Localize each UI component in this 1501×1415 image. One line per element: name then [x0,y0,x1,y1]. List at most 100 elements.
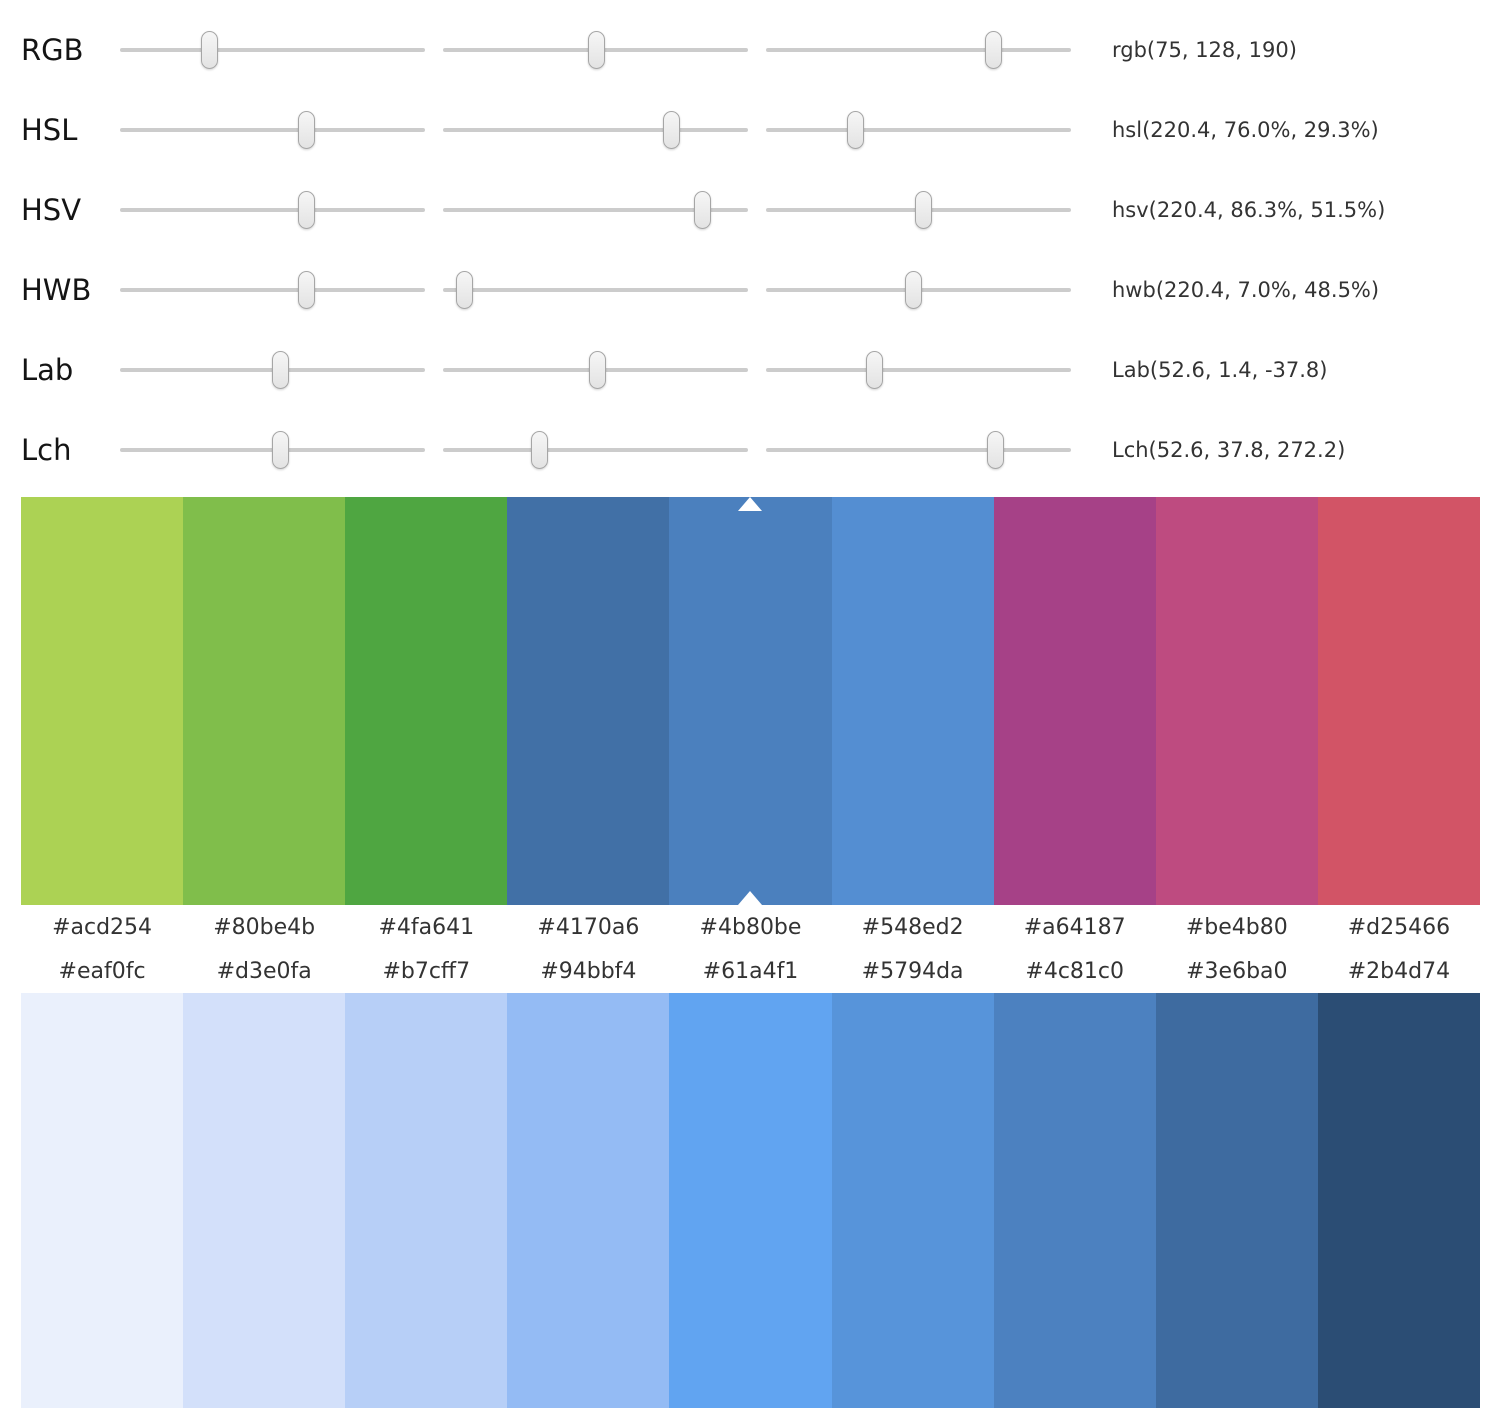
colorspace-value: hsv(220.4, 86.3%, 51.5%) [1112,198,1386,222]
slider-track[interactable] [766,28,1071,72]
slider-track[interactable] [766,188,1071,232]
colorspace-value: hsl(220.4, 76.0%, 29.3%) [1112,118,1379,142]
slider-thumb-icon[interactable] [271,351,289,389]
palette-swatch[interactable] [21,497,184,905]
hex-label: #4c81c0 [1025,958,1125,984]
hex-label: #4170a6 [537,914,640,940]
palette-swatch[interactable] [1155,993,1318,1408]
palette-swatch[interactable] [1317,497,1480,905]
slider-track[interactable] [120,28,425,72]
slider-thumb-icon[interactable] [455,271,473,309]
slider-row-rgb: RGB rgb(75, 128, 190) [0,10,1501,90]
slider-thumb-icon[interactable] [530,431,548,469]
hex-label: #acd254 [52,914,153,940]
slider-track-line [766,448,1071,452]
slider-thumb-icon[interactable] [846,111,864,149]
slider-track[interactable] [443,428,748,472]
slider-thumb-icon[interactable] [298,111,316,149]
slider-thumb-icon[interactable] [588,351,606,389]
hex-label: #b7cff7 [382,958,471,984]
palette-swatch[interactable] [507,497,670,905]
lightness-palette [21,993,1480,1408]
slider-panel: RGB rgb(75, 128, 190) HSL hsl(220.4, 76.0%,… [0,0,1501,490]
slider-row-lab: Lab Lab(52.6, 1.4, -37.8) [0,330,1501,410]
hex-label: #80be4b [213,914,316,940]
colorspace-label: Lab [21,353,74,387]
hex-label: #94bbf4 [540,958,637,984]
palette-swatch[interactable] [831,497,994,905]
palette-swatch[interactable] [993,497,1156,905]
slider-track[interactable] [120,108,425,152]
colorspace-value: Lch(52.6, 37.8, 272.2) [1112,438,1346,462]
hex-label: #a64187 [1023,914,1126,940]
slider-track-line [120,288,425,292]
slider-track[interactable] [120,188,425,232]
palette-swatch[interactable] [1317,993,1480,1408]
slider-track[interactable] [443,268,748,312]
colorspace-label: Lch [21,433,72,467]
hex-label: #61a4f1 [702,958,799,984]
slider-thumb-icon[interactable] [905,271,923,309]
slider-track[interactable] [766,268,1071,312]
slider-thumb-icon[interactable] [986,431,1004,469]
colorspace-label: HSL [21,113,78,147]
slider-thumb-icon[interactable] [298,191,316,229]
hex-label: #2b4d74 [1347,958,1451,984]
palette-swatch[interactable] [1155,497,1318,905]
slider-track-line [120,208,425,212]
slider-track[interactable] [120,428,425,472]
slider-track[interactable] [120,268,425,312]
slider-track-line [443,448,748,452]
palette-swatch[interactable] [183,993,346,1408]
hex-label: #548ed2 [861,914,964,940]
slider-thumb-icon[interactable] [201,31,219,69]
colorspace-label: RGB [21,33,84,67]
slider-track[interactable] [766,108,1071,152]
slider-thumb-icon[interactable] [914,191,932,229]
hue-palette [21,497,1480,905]
slider-thumb-icon[interactable] [984,31,1002,69]
slider-track-line [766,368,1071,372]
hex-label: #3e6ba0 [1186,958,1288,984]
slider-track-line [443,128,748,132]
slider-thumb-icon[interactable] [693,191,711,229]
slider-track[interactable] [766,348,1071,392]
palette-swatch[interactable] [345,993,508,1408]
slider-track[interactable] [443,28,748,72]
slider-track[interactable] [443,348,748,392]
hue-hex-labels: #acd254 #80be4b #4fa641 #4170a6 #4b80be #548e… [21,905,1480,949]
hex-label: #eaf0fc [58,958,146,984]
selection-notch-bottom-icon [738,891,763,905]
hex-label: #4fa641 [378,914,475,940]
hex-label: #d3e0fa [216,958,312,984]
palette-swatch[interactable] [21,993,184,1408]
slider-track[interactable] [766,428,1071,472]
slider-thumb-icon[interactable] [587,31,605,69]
colorspace-value: hwb(220.4, 7.0%, 48.5%) [1112,278,1380,302]
slider-track[interactable] [443,188,748,232]
palette-swatch[interactable] [993,993,1156,1408]
slider-row-lch: Lch Lch(52.6, 37.8, 272.2) [0,410,1501,490]
slider-track-line [120,48,425,52]
palette-swatch[interactable] [669,993,832,1408]
selection-notch-top-icon [738,497,763,511]
slider-track[interactable] [120,348,425,392]
scale-hex-labels: #eaf0fc #d3e0fa #b7cff7 #94bbf4 #61a4f1 #5794… [21,949,1480,993]
slider-thumb-icon[interactable] [271,431,289,469]
colorspace-label: HSV [21,193,82,227]
palette-swatch[interactable] [669,497,832,905]
slider-row-hwb: HWB hwb(220.4, 7.0%, 48.5%) [0,250,1501,330]
slider-thumb-icon[interactable] [298,271,316,309]
slider-thumb-icon[interactable] [865,351,883,389]
slider-thumb-icon[interactable] [663,111,681,149]
palette-swatch[interactable] [831,993,994,1408]
slider-track[interactable] [443,108,748,152]
slider-track-line [120,128,425,132]
slider-track-line [443,208,748,212]
palette-swatch[interactable] [345,497,508,905]
palette-swatch[interactable] [507,993,670,1408]
colorspace-value: Lab(52.6, 1.4, -37.8) [1112,358,1328,382]
hex-label: #d25466 [1347,914,1451,940]
slider-row-hsv: HSV hsv(220.4, 86.3%, 51.5%) [0,170,1501,250]
palette-swatch[interactable] [183,497,346,905]
